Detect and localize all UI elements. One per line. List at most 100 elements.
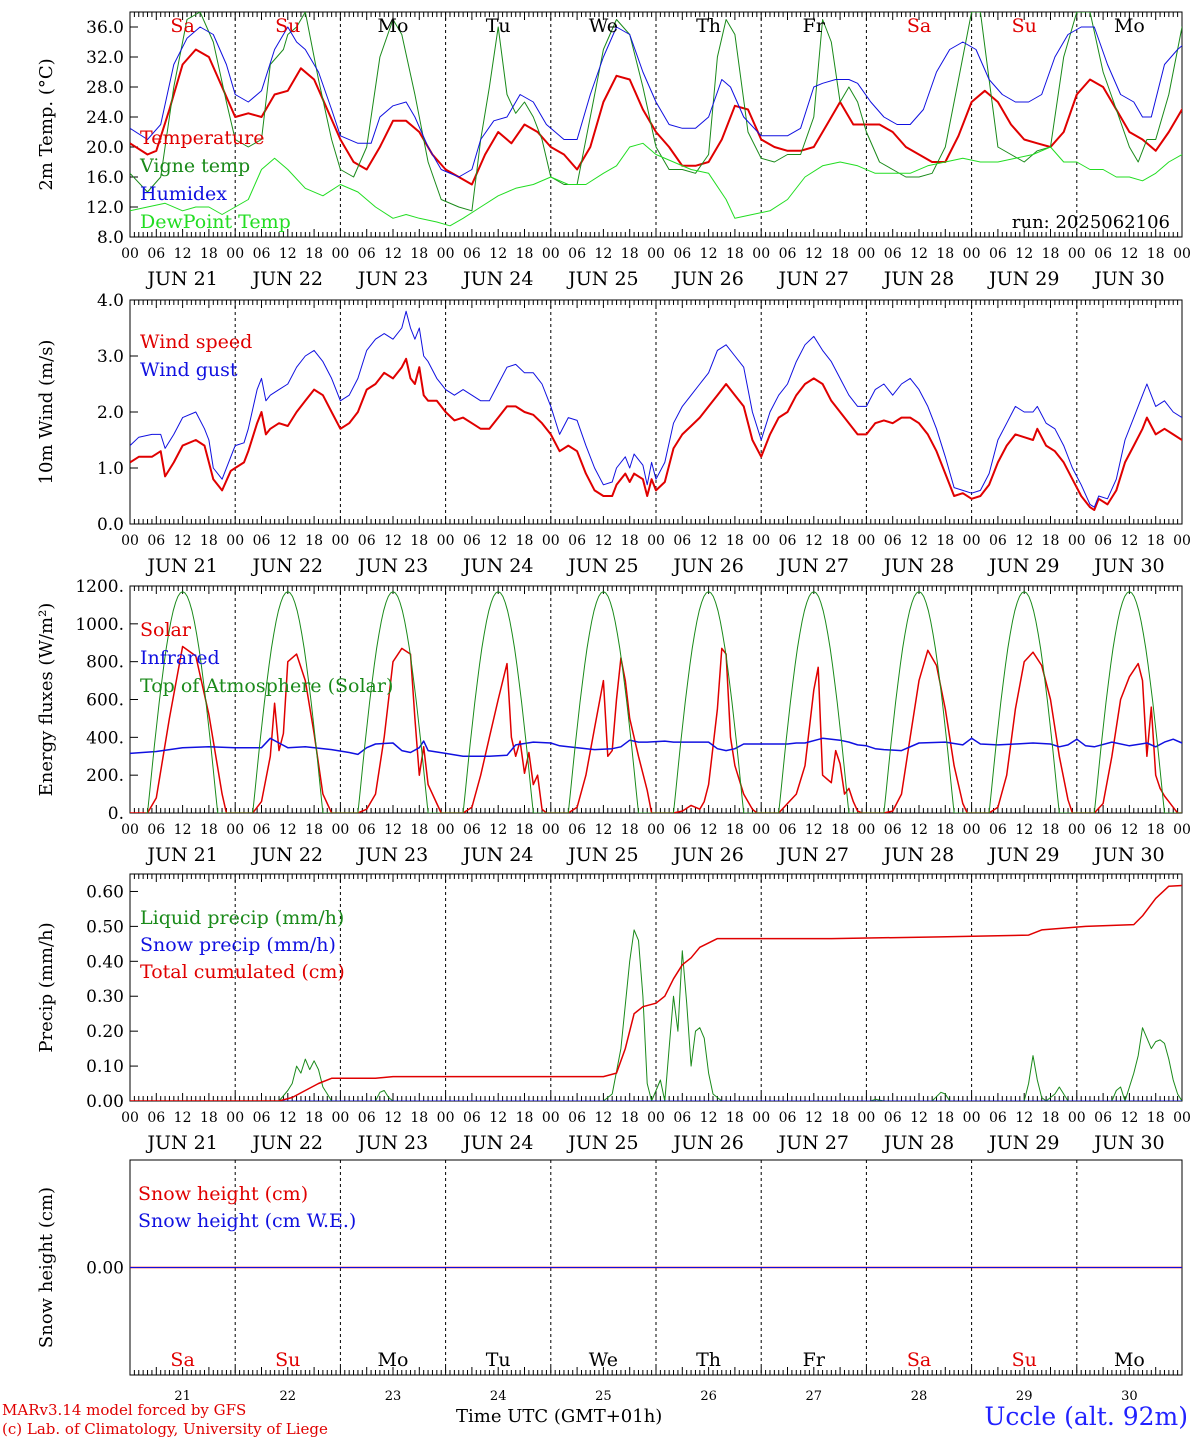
y-tick-label: 200. <box>86 766 124 786</box>
series-line-1 <box>130 645 1182 813</box>
date-label: JUN 22 <box>251 1132 323 1154</box>
hour-tick-label: 18 <box>936 246 954 262</box>
date-label: JUN 23 <box>356 268 428 290</box>
y-tick-label: 400. <box>86 728 124 748</box>
copyright-credit: (c) Lab. of Climatology, University of L… <box>2 1420 328 1438</box>
hour-tick-label: 00 <box>121 246 139 262</box>
hour-tick-label: 12 <box>1120 246 1138 262</box>
hour-tick-label: 12 <box>700 533 718 549</box>
hour-tick-label: 12 <box>805 1110 823 1126</box>
y-tick-label: 8.0 <box>97 228 124 248</box>
hour-tick-label: 00 <box>437 246 455 262</box>
hour-tick-label: 18 <box>200 533 218 549</box>
y-tick-label: 3.0 <box>97 347 124 367</box>
legend-entry: Humidex <box>140 183 227 205</box>
legend-entry: Top of Atmosphere (Solar) <box>140 675 393 697</box>
hour-tick-label: 18 <box>1147 822 1165 838</box>
y-tick-label: 28.0 <box>86 78 124 98</box>
date-label: JUN 21 <box>145 1132 217 1154</box>
date-label: JUN 29 <box>987 844 1059 866</box>
hour-tick-label: 00 <box>963 822 981 838</box>
date-label: JUN 26 <box>671 844 743 866</box>
hour-tick-label: 12 <box>489 822 507 838</box>
day-abbrev-bottom: Su <box>1012 1349 1037 1371</box>
date-label: JUN 30 <box>1092 268 1164 290</box>
hour-tick-label: 06 <box>358 533 376 549</box>
day-number-label: 28 <box>911 1389 928 1404</box>
hour-tick-label: 18 <box>831 822 849 838</box>
hour-tick-label: 06 <box>989 1110 1007 1126</box>
station-label: Uccle (alt. 92m) <box>984 1402 1188 1431</box>
hour-tick-label: 06 <box>779 822 797 838</box>
hour-tick-label: 18 <box>1147 1110 1165 1126</box>
hour-tick-label: 00 <box>331 822 349 838</box>
day-abbrev-bottom: Sa <box>907 1349 931 1371</box>
panel-3: 1200. 1000. 800. 600. 400. 200. 0. Energy fluxe… <box>36 577 1191 866</box>
day-abbrev-top: Su <box>275 15 300 37</box>
hour-tick-label: 12 <box>910 246 928 262</box>
hour-tick-label: 06 <box>463 822 481 838</box>
y-axis-label: Precip (mm/h) <box>36 922 57 1052</box>
date-label: JUN 24 <box>461 268 533 290</box>
date-label: JUN 26 <box>671 268 743 290</box>
date-label: JUN 27 <box>777 1132 849 1154</box>
hour-tick-label: 18 <box>410 246 428 262</box>
day-abbrev-bottom: Mo <box>1114 1349 1145 1371</box>
hour-tick-label: 12 <box>279 246 297 262</box>
panel-5: 0.00 Snow height (cm) Snow height (cm) Snow… <box>36 1159 1183 1404</box>
y-tick-label: 32.0 <box>86 48 124 68</box>
plot-frame <box>129 11 1183 238</box>
day-abbrev-top: Th <box>696 15 721 37</box>
hour-tick-label: 12 <box>489 533 507 549</box>
hour-tick-label: 12 <box>700 822 718 838</box>
hour-tick-label: 00 <box>857 822 875 838</box>
hour-tick-label: 12 <box>384 822 402 838</box>
date-label: JUN 28 <box>882 555 954 577</box>
hour-tick-label: 12 <box>805 533 823 549</box>
hour-tick-label: 00 <box>437 533 455 549</box>
day-abbrev-top: Fr <box>803 15 826 37</box>
date-label: JUN 26 <box>671 555 743 577</box>
hour-tick-label: 00 <box>857 246 875 262</box>
hour-tick-label: 18 <box>305 822 323 838</box>
hour-tick-label: 06 <box>147 533 165 549</box>
day-abbrev-top: Tu <box>486 15 511 37</box>
y-tick-label: 0.40 <box>86 952 124 972</box>
hour-tick-label: 06 <box>253 533 271 549</box>
hour-tick-label: 00 <box>963 533 981 549</box>
hour-tick-label: 18 <box>621 1110 639 1126</box>
hour-tick-label: 00 <box>542 533 560 549</box>
date-label: JUN 27 <box>777 268 849 290</box>
hour-tick-label: 12 <box>384 246 402 262</box>
date-label: JUN 21 <box>145 844 217 866</box>
hour-tick-label: 00 <box>647 822 665 838</box>
hour-tick-label: 00 <box>542 822 560 838</box>
hour-tick-label: 18 <box>410 1110 428 1126</box>
date-label: JUN 29 <box>987 555 1059 577</box>
hour-tick-label: 06 <box>358 246 376 262</box>
hour-tick-label: 12 <box>805 822 823 838</box>
hour-tick-label: 00 <box>647 533 665 549</box>
hour-tick-label: 12 <box>1015 822 1033 838</box>
day-number-label: 22 <box>280 1389 297 1404</box>
legend-entry: Snow precip (mm/h) <box>140 934 336 956</box>
date-label: JUN 26 <box>671 1132 743 1154</box>
hour-tick-label: 00 <box>647 246 665 262</box>
date-label: JUN 23 <box>356 844 428 866</box>
y-axis-label: Snow height (cm) <box>36 1187 57 1348</box>
legend-entry: Vigne temp <box>139 155 250 177</box>
legend-entry: Wind speed <box>140 331 252 353</box>
hour-tick-label: 00 <box>1068 822 1086 838</box>
hour-tick-label: 18 <box>831 1110 849 1126</box>
day-number-label: 24 <box>490 1389 507 1404</box>
date-label: JUN 22 <box>251 844 323 866</box>
hour-tick-label: 12 <box>279 1110 297 1126</box>
hour-tick-label: 12 <box>384 533 402 549</box>
hour-tick-label: 18 <box>410 822 428 838</box>
day-abbrev-bottom: Su <box>275 1349 300 1371</box>
hour-tick-label: 00 <box>752 533 770 549</box>
hour-tick-label: 18 <box>1147 533 1165 549</box>
day-number-label: 27 <box>806 1389 823 1404</box>
date-label: JUN 23 <box>356 1132 428 1154</box>
